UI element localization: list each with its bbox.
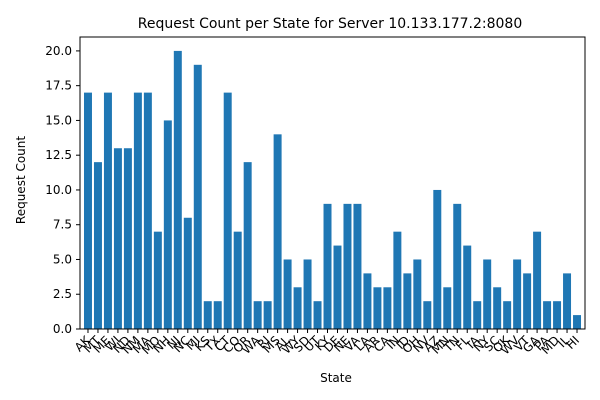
bar [213, 301, 222, 329]
y-tick-label: 7.5 [53, 218, 72, 232]
bar [263, 301, 272, 329]
y-tick-label: 15.0 [45, 113, 72, 127]
bar [443, 287, 452, 329]
bar [553, 301, 562, 329]
bar [83, 92, 92, 329]
bar [313, 301, 322, 329]
chart-title: Request Count per State for Server 10.13… [138, 16, 522, 32]
plot-frame [79, 36, 586, 330]
bar [393, 231, 402, 329]
y-tick-label: 17.5 [45, 79, 72, 93]
bar [483, 259, 492, 329]
bar [303, 259, 312, 329]
bar [543, 301, 552, 329]
bar [523, 273, 532, 329]
bar [453, 203, 462, 329]
y-axis-label: Request Count [14, 136, 28, 224]
bar [473, 301, 482, 329]
bar [403, 273, 412, 329]
bar [153, 231, 162, 329]
bar [163, 120, 172, 329]
bar [273, 134, 282, 329]
y-tick-label: 2.5 [53, 287, 72, 301]
bar [293, 287, 302, 329]
bar [143, 92, 152, 329]
bar [233, 231, 242, 329]
bar [193, 64, 202, 330]
y-tick-label: 0.0 [53, 322, 72, 336]
x-tick-label: HI [563, 333, 582, 352]
bar [353, 203, 362, 329]
bar [223, 92, 232, 329]
bar [253, 301, 262, 329]
bar [173, 50, 182, 330]
bar [533, 231, 542, 329]
bar [123, 148, 132, 329]
bar [433, 189, 442, 329]
y-tick-label: 5.0 [53, 252, 72, 266]
bar [103, 92, 112, 329]
bar [363, 273, 372, 329]
bar [413, 259, 422, 329]
y-tick-label: 20.0 [45, 44, 72, 58]
bar [283, 259, 292, 329]
bar [203, 301, 212, 329]
bar [423, 301, 432, 329]
y-tick-label: 10.0 [45, 183, 72, 197]
y-tick-label: 12.5 [45, 148, 72, 162]
bar [243, 162, 252, 329]
bar [343, 203, 352, 329]
bar [563, 273, 572, 329]
bar [573, 315, 582, 329]
bar [463, 245, 472, 329]
bar [323, 203, 332, 329]
bar [93, 162, 102, 329]
bar [183, 217, 192, 329]
bar [133, 92, 142, 329]
bar [113, 148, 122, 329]
bar [503, 301, 512, 329]
bar [333, 245, 342, 329]
bar [513, 259, 522, 329]
bar [383, 287, 392, 329]
bar [493, 287, 502, 329]
bar [373, 287, 382, 329]
x-axis-label: State [320, 371, 352, 385]
